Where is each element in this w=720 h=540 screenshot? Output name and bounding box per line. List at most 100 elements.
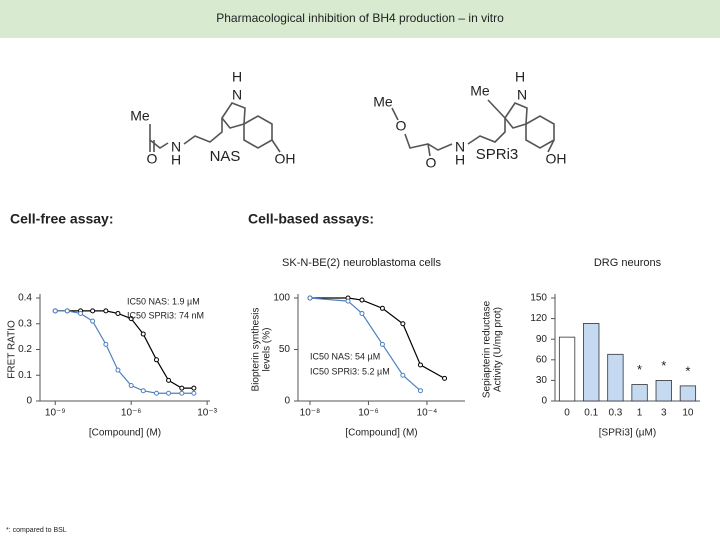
data-point [140,331,146,337]
series-line [55,310,194,389]
significance-mark: * [685,363,690,378]
data-point [379,305,385,311]
data-point [128,316,134,322]
x-tick-label: 0.3 [608,408,622,419]
atom-label: Me [373,94,393,110]
y-tick-label: 100 [273,293,290,304]
data-point [166,390,172,396]
y-axis-label: FRET RATIO [7,320,18,379]
atom-label: H [455,152,465,168]
significance-mark: * [661,358,666,373]
slide-title: Pharmacological inhibition of BH4 produc… [216,11,504,25]
data-point [153,390,159,396]
x-tick-label: 0 [564,408,570,419]
bar [558,336,576,402]
y-axis-label: Activity (U/mg prot) [493,307,504,392]
annotation: IC50 NAS: 1.9 µM [127,296,200,306]
data-point [52,308,58,314]
y-tick-label: 50 [279,344,291,355]
data-point [307,295,313,301]
data-point [400,372,406,378]
x-tick-label: 10⁻⁸ [300,408,321,419]
y-tick-label: 0 [284,396,290,407]
atom-label: H [232,69,242,85]
atom-label: H [171,152,181,168]
data-point [191,385,197,391]
bar [607,353,624,402]
data-point [417,388,423,394]
data-point [90,308,96,314]
bar [655,379,672,402]
y-tick-label: 90 [536,334,548,345]
atom-label: O [396,118,407,134]
data-point [400,321,406,327]
x-tick-label: 10⁻⁹ [45,408,66,419]
annotation: IC50 SPRi3: 5.2 µM [310,366,390,376]
data-point [359,310,365,316]
x-tick-label: 1 [637,408,643,419]
y-axis-label: Biopterin synthesis [251,308,262,392]
y-tick-label: 0.3 [18,318,32,329]
y-tick-label: 0.4 [18,293,32,304]
data-point [103,341,109,347]
data-point [64,308,70,314]
y-tick-label: 120 [530,313,547,324]
data-point [103,308,109,314]
x-tick-label: 10⁻⁶ [358,408,379,419]
y-tick-label: 30 [536,375,548,386]
significance-mark: * [637,362,642,377]
data-point [115,310,121,316]
y-tick-label: 0.2 [18,344,32,355]
data-point [179,390,185,396]
x-tick-label: 10⁻⁴ [417,408,438,419]
x-axis-label: [SPRi3] (µM) [599,428,656,439]
atom-label: O [147,151,158,167]
data-point [379,341,385,347]
data-point [128,383,134,389]
data-point [345,298,351,304]
atom-label: N [517,87,527,103]
compound-name: SPRi3 [476,146,519,163]
y-tick-label: 60 [536,354,548,365]
data-point [166,377,172,383]
x-axis-label: [Compound] (M) [89,428,161,439]
x-axis-label: [Compound] (M) [345,428,417,439]
atom-label: Me [130,108,150,124]
x-tick-label: 0.1 [584,408,598,419]
y-axis-label: Sepiapterin reductase [482,300,493,398]
atom-label: N [455,139,465,155]
series-line [55,310,194,394]
data-point [115,367,121,373]
atom-label: O [426,155,437,171]
bar [631,384,648,402]
data-point [442,375,448,381]
data-point [78,310,84,316]
section-label: Cell-free assay: [10,211,114,227]
data-point [153,357,159,363]
nas-structure [149,102,281,153]
data-point [417,362,423,368]
series-line [309,297,421,392]
atom-label: OH [546,151,567,167]
data-point [359,297,365,303]
x-tick-label: 10⁻³ [197,408,217,419]
bar [679,385,697,402]
annotation: IC50 SPRi3: 74 nM [127,310,204,320]
atom-label: Me [470,83,490,99]
y-tick-label: 0.1 [18,370,32,381]
x-tick-label: 3 [661,408,667,419]
y-tick-label: 150 [530,293,547,304]
y-axis-label: levels (%) [262,328,273,372]
bar [583,323,600,402]
chart-title: SK-N-BE(2) neuroblastoma cells [282,257,441,269]
y-tick-label: 0 [26,396,32,407]
data-point [140,388,146,394]
data-point [179,385,185,391]
atom-label: OH [275,151,296,167]
x-tick-label: 10⁻⁶ [121,408,142,419]
y-tick-label: 0 [541,396,547,407]
title-banner [0,0,720,38]
section-label: Cell-based assays: [248,211,374,227]
data-point [90,318,96,324]
